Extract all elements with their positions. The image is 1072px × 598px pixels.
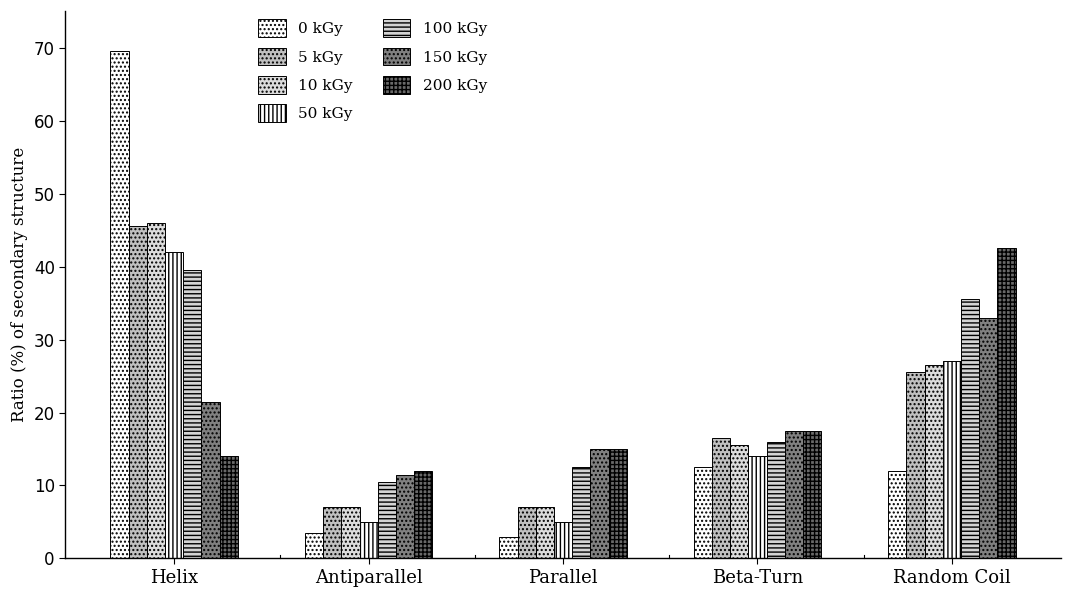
Bar (961, 300, 979, 559)
Legend: 0 kGy, 5 kGy, 10 kGy, 50 kGy, 100 kGy, 150 kGy, 200 kGy: 0 kGy, 5 kGy, 10 kGy, 50 kGy, 100 kGy, 1… (252, 13, 493, 128)
Bar (377, 482, 396, 559)
Bar (414, 471, 432, 559)
Bar (766, 442, 785, 559)
Bar (500, 536, 518, 559)
Bar (554, 522, 572, 559)
Bar (907, 373, 925, 559)
Bar (572, 467, 591, 559)
Bar (803, 431, 821, 559)
Bar (304, 533, 323, 559)
Bar (129, 227, 147, 559)
Bar (202, 402, 220, 559)
Bar (730, 446, 748, 559)
Bar (889, 471, 907, 559)
Bar (943, 361, 961, 559)
Bar (220, 456, 238, 559)
Bar (997, 248, 1015, 559)
Bar (341, 507, 359, 559)
Bar (785, 431, 803, 559)
Bar (396, 475, 414, 559)
Bar (748, 456, 766, 559)
Bar (518, 507, 536, 559)
Bar (979, 318, 997, 559)
Bar (609, 449, 627, 559)
Y-axis label: Ratio (%) of secondary structure: Ratio (%) of secondary structure (11, 147, 28, 422)
Bar (925, 365, 943, 559)
Bar (712, 438, 730, 559)
Bar (536, 507, 554, 559)
Bar (147, 223, 165, 559)
Bar (359, 522, 377, 559)
Bar (183, 270, 202, 559)
Bar (323, 507, 341, 559)
Bar (165, 252, 183, 559)
Bar (694, 467, 712, 559)
Bar (591, 449, 609, 559)
Bar (110, 51, 129, 559)
